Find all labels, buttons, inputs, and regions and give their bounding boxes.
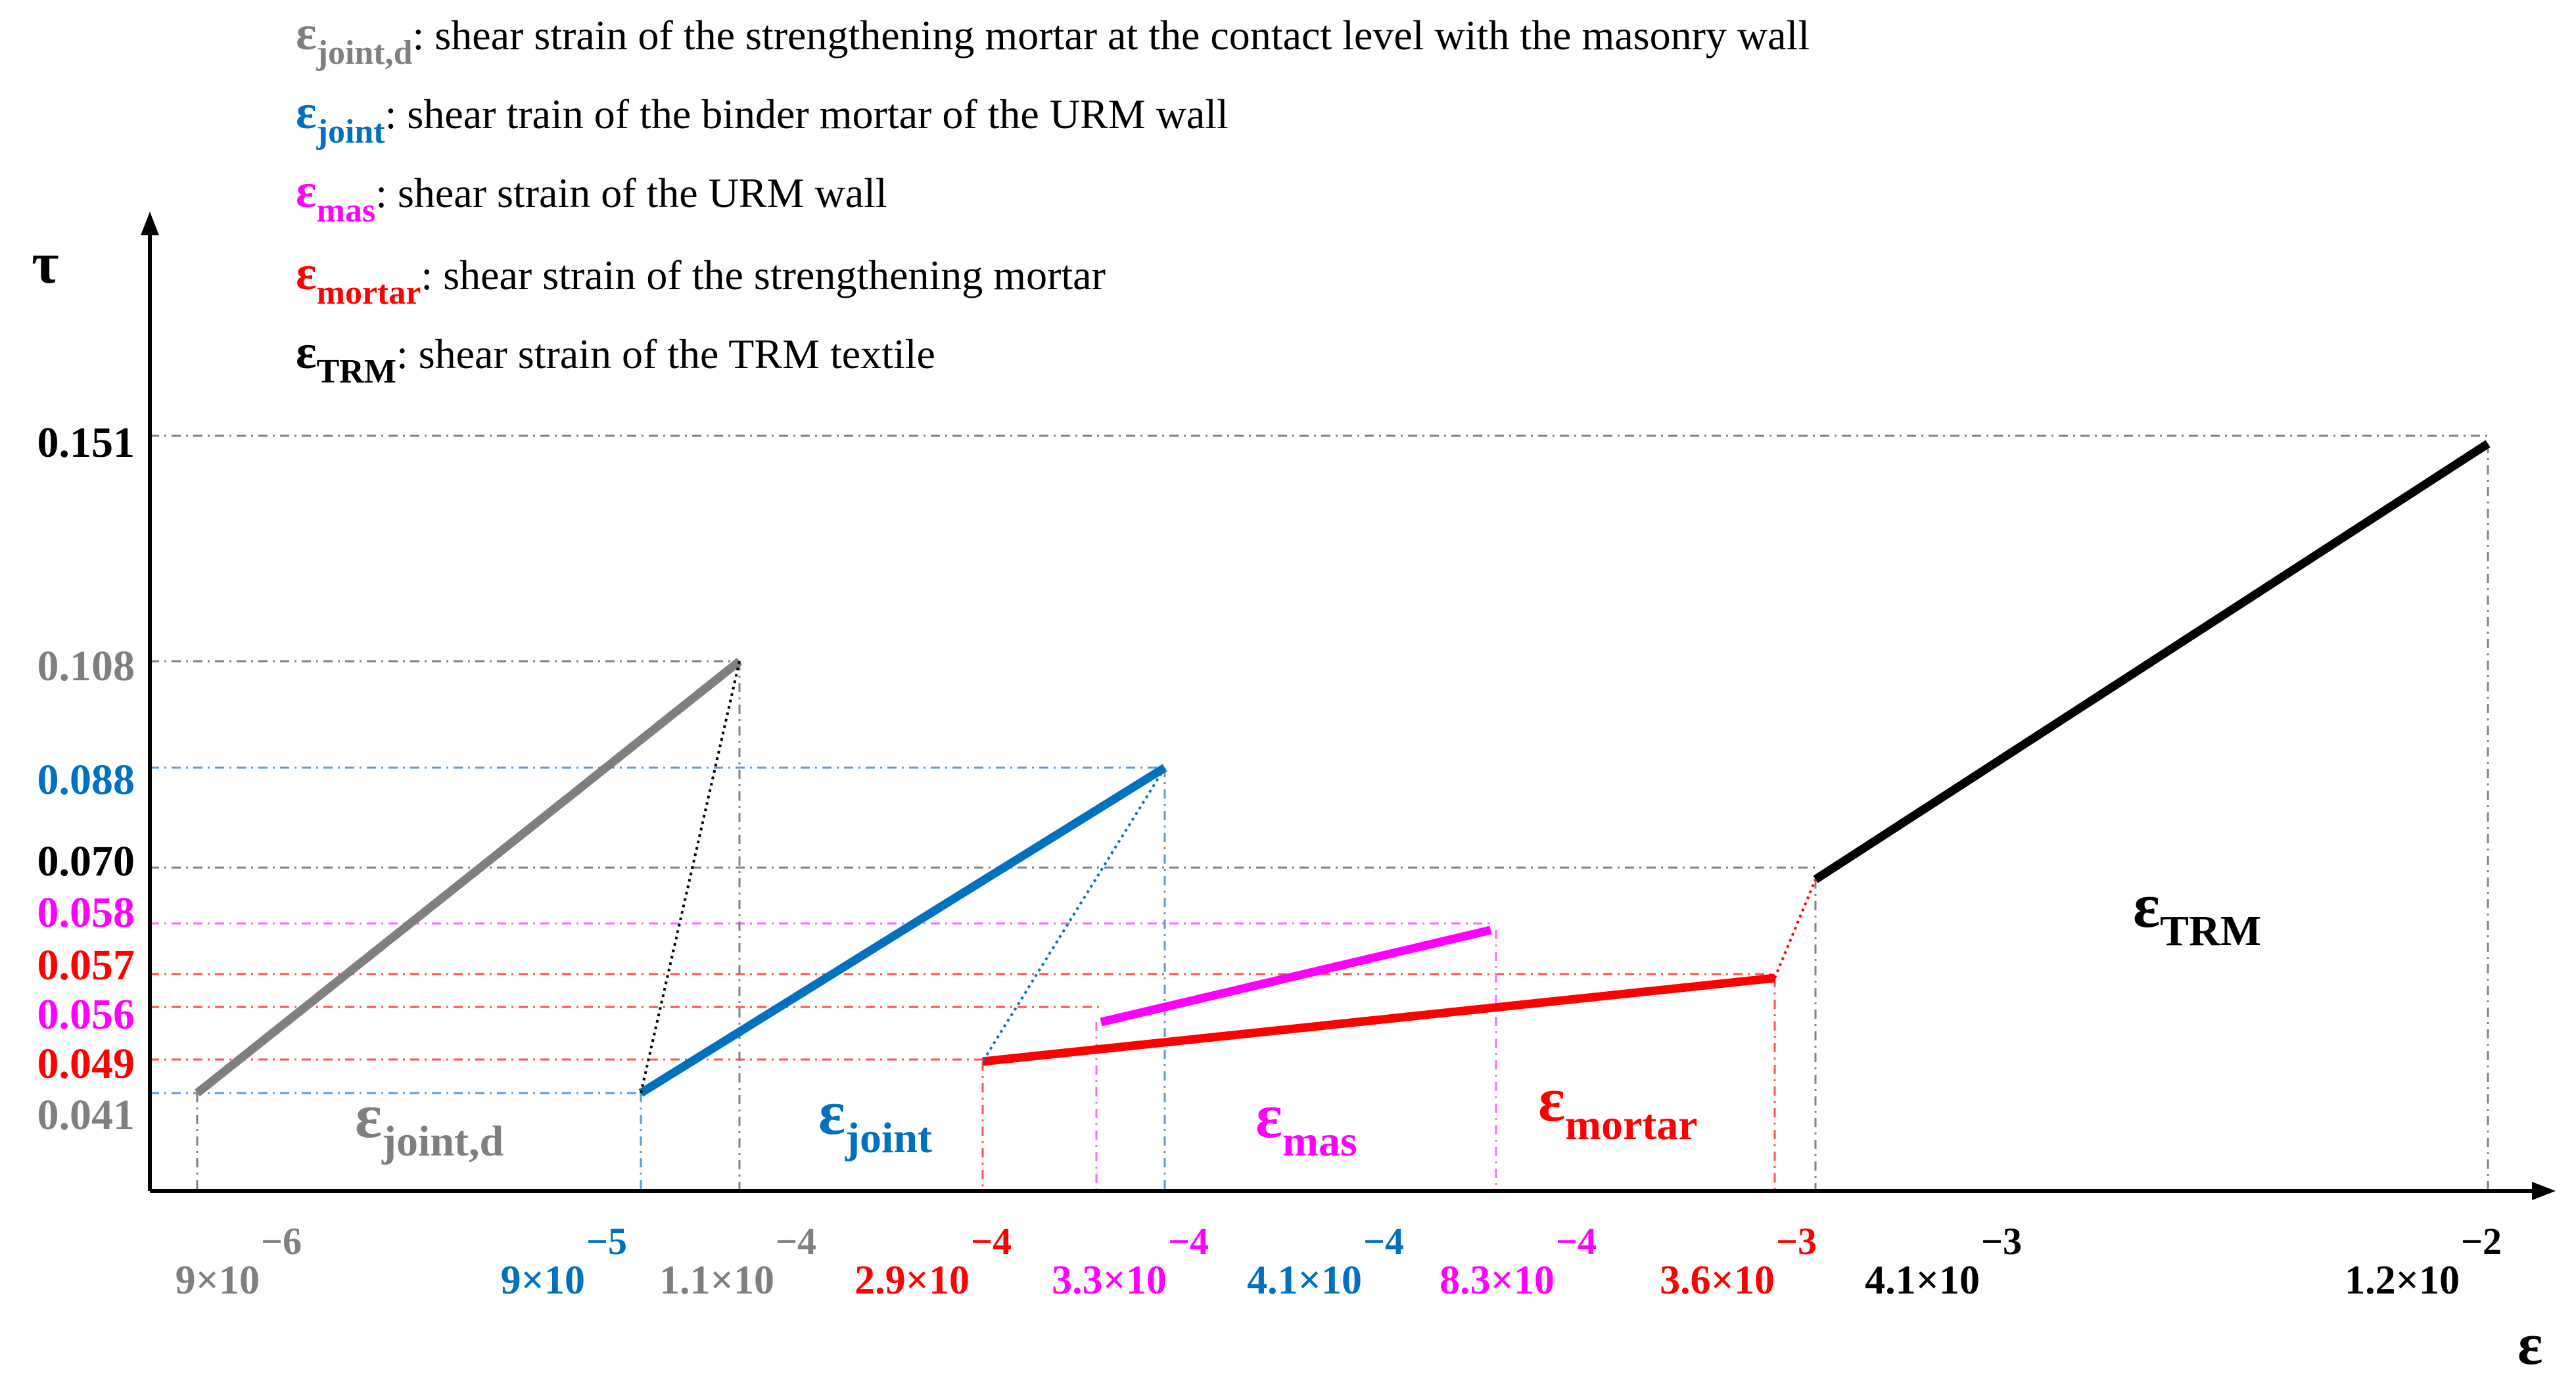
- series-label: εjoint: [818, 1077, 932, 1162]
- x-tick-exponent: −4: [1363, 1220, 1404, 1263]
- transition-line: [1773, 879, 1817, 979]
- legend-entry-text: εTRM: shear strain of the TRM textile: [296, 325, 935, 390]
- y-tick-label: 0.151: [37, 419, 135, 467]
- y-tick-label: 0.041: [37, 1091, 135, 1139]
- series-label: εjoint,d: [355, 1081, 503, 1165]
- legend-item: εTRM: shear strain of the TRM textile: [296, 325, 935, 390]
- series-labels: εjoint,d εjoint εmas εmortar εTRM: [355, 870, 2261, 1165]
- y-tick-label: 0.056: [37, 991, 135, 1039]
- x-tick-exponent: −4: [1168, 1220, 1209, 1263]
- transition-line: [640, 661, 741, 1094]
- x-tick-exponent: −4: [1556, 1220, 1597, 1263]
- legend-item: εmas: shear strain of the URM wall: [296, 164, 887, 229]
- legend-entry-text: εjoint,d: shear strain of the strengthen…: [296, 7, 1810, 72]
- legend-entry-text: εmas: shear strain of the URM wall: [296, 164, 887, 229]
- x-tick-label: 3.3×10−4: [1052, 1220, 1209, 1303]
- y-tick-labels: 0.151 0.108 0.088 0.0700.0580.0570.0560.049…: [37, 419, 135, 1139]
- x-tick-mantissa: 9×10: [176, 1258, 260, 1303]
- x-axis-arrow: [2532, 1182, 2556, 1200]
- x-tick-label: 9×10−5: [501, 1220, 627, 1303]
- x-tick-mantissa: 2.9×10: [855, 1258, 970, 1303]
- x-tick-exponent: −2: [2461, 1220, 2502, 1263]
- x-tick-label: 1.1×10−4: [659, 1220, 816, 1303]
- series-lines: [194, 440, 2491, 1097]
- series-line: [1100, 925, 1492, 1027]
- y-axis-arrow: [141, 212, 159, 235]
- legend-item: εjoint,d: shear strain of the strengthen…: [296, 7, 1810, 72]
- x-tick-label: 2.9×10−4: [855, 1220, 1012, 1303]
- x-tick-mantissa: 3.3×10: [1052, 1258, 1167, 1303]
- x-tick-exponent: −5: [586, 1220, 627, 1263]
- x-tick-label: 8.3×10−4: [1440, 1220, 1597, 1303]
- y-tick-label: 0.070: [37, 837, 135, 885]
- x-tick-label: 4.1×10−3: [1865, 1220, 2022, 1303]
- x-tick-mantissa: 1.2×10: [2345, 1258, 2460, 1303]
- series-label: εmas: [1255, 1081, 1357, 1165]
- legend: εjoint,d: shear strain of the strengthen…: [296, 7, 1810, 390]
- legend-item: εjoint: shear train of the binder mortar…: [296, 85, 1229, 151]
- series-line: [1813, 440, 2491, 883]
- x-tick-mantissa: 9×10: [501, 1258, 585, 1303]
- legend-item: εmortar: shear strain of the strengtheni…: [296, 246, 1106, 312]
- series-line: [982, 973, 1775, 1066]
- series-label: εTRM: [2133, 870, 2261, 955]
- x-tick-mantissa: 3.6×10: [1660, 1258, 1775, 1303]
- x-tick-mantissa: 8.3×10: [1440, 1258, 1555, 1303]
- y-tick-label: 0.057: [37, 941, 135, 989]
- guide-lines: [150, 434, 2489, 1191]
- y-tick-label: 0.088: [37, 756, 135, 804]
- x-tick-labels: 9×10−69×10−51.1×10−42.9×10−43.3×10−44.1×…: [176, 1220, 2502, 1303]
- transition-line: [981, 766, 1166, 1063]
- x-tick-mantissa: 4.1×10: [1247, 1258, 1362, 1303]
- x-tick-label: 1.2×10−2: [2345, 1220, 2502, 1303]
- x-tick-label: 3.6×10−3: [1660, 1220, 1817, 1303]
- series-line: [638, 764, 1167, 1097]
- x-tick-exponent: −4: [971, 1220, 1012, 1263]
- y-tick-label: 0.058: [37, 889, 135, 937]
- y-axis-title: τ: [32, 231, 59, 296]
- x-tick-label: 9×10−6: [176, 1220, 302, 1303]
- x-tick-exponent: −3: [1776, 1220, 1817, 1263]
- y-tick-label: 0.049: [37, 1040, 135, 1088]
- axes: τ ε: [32, 212, 2556, 1377]
- series-line: [194, 657, 743, 1097]
- x-axis-title: ε: [2517, 1312, 2542, 1377]
- x-tick-mantissa: 4.1×10: [1865, 1258, 1980, 1303]
- x-tick-exponent: −3: [1981, 1220, 2022, 1263]
- x-tick-exponent: −4: [776, 1220, 816, 1263]
- legend-entry-text: εmortar: shear strain of the strengtheni…: [296, 246, 1106, 312]
- x-tick-exponent: −6: [261, 1220, 302, 1263]
- x-tick-label: 4.1×10−4: [1247, 1220, 1404, 1303]
- y-tick-label: 0.108: [37, 642, 135, 690]
- x-tick-mantissa: 1.1×10: [659, 1258, 774, 1303]
- series-label: εmortar: [1538, 1064, 1698, 1149]
- legend-entry-text: εjoint: shear train of the binder mortar…: [296, 85, 1229, 151]
